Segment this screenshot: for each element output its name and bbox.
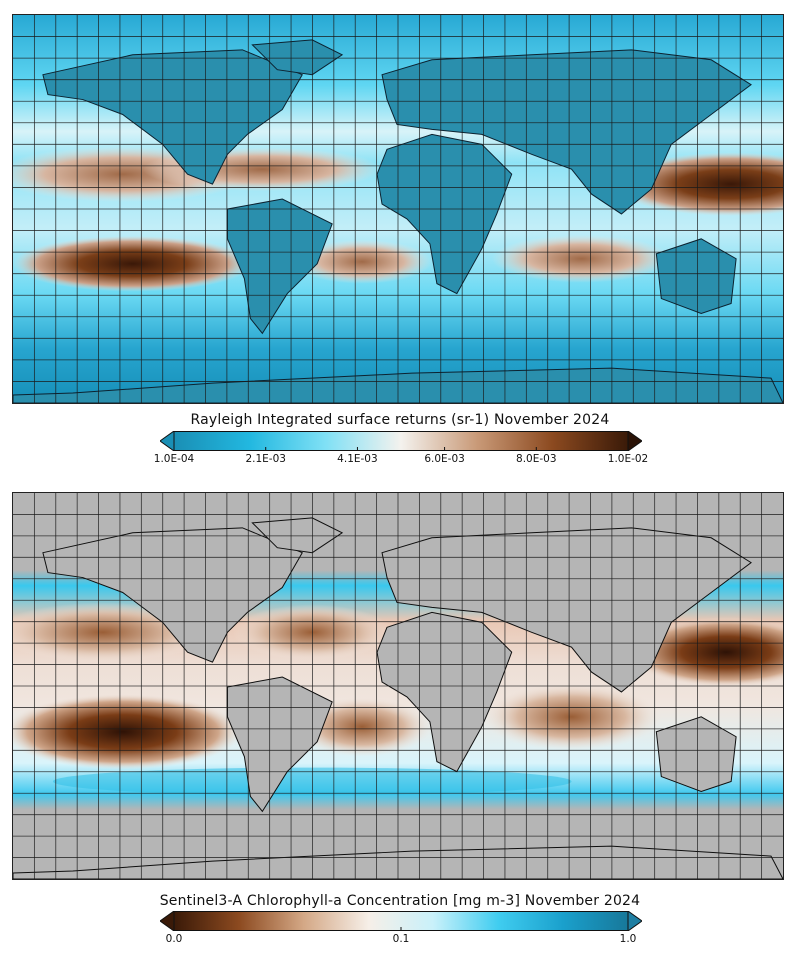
chlorophyll-tick-label: 1.0 [619,933,637,945]
rayleigh-tick-label: 1.0E-02 [607,453,649,465]
chlorophyll-map-canvas [13,493,783,879]
chlorophyll-gridlines [13,493,783,879]
chlorophyll-gyre-indian [481,683,662,751]
chlorophyll-map [12,492,784,880]
rayleigh-tick-label: 6.0E-03 [424,453,465,465]
rayleigh-tick-label: 8.0E-03 [516,453,557,465]
rayleigh-colorbar-gradient-bar [173,431,629,451]
chlorophyll-colorbar-svg [160,911,642,931]
rayleigh-band-indian [491,234,672,283]
rayleigh-colorbar-extend-max-arrow [627,431,642,451]
rayleigh-band-south-pacific [13,235,253,292]
rayleigh-colorbar-extend-min-arrow [160,431,175,451]
rayleigh-colorbar-title: Rayleigh Integrated surface returns (sr-… [190,412,610,428]
chlorophyll-colorbar-title: Sentinel3-A Chlorophyll-a Concentration … [159,893,641,909]
rayleigh-band-south-atlantic [292,239,432,284]
rayleigh-colorbar [160,431,642,451]
rayleigh-gridlines [13,15,783,403]
chlorophyll-tick-label: 0.0 [165,933,183,945]
chlorophyll-colorbar [160,911,642,931]
chlorophyll-colorbar-extend-max-arrow [627,911,642,931]
rayleigh-colorbar-svg [160,431,642,451]
chlorophyll-colorbar-extend-min-arrow [160,911,175,931]
rayleigh-tick-label: 4.1E-03 [337,453,378,465]
chlorophyll-tick-label: 0.1 [392,933,410,945]
rayleigh-tick-label: 2.1E-03 [245,453,286,465]
rayleigh-map-canvas [13,15,783,403]
rayleigh-map [12,14,784,404]
chlorophyll-gyre-south-pacific [13,693,243,770]
rayleigh-tick-label: 1.0E-04 [153,453,195,465]
